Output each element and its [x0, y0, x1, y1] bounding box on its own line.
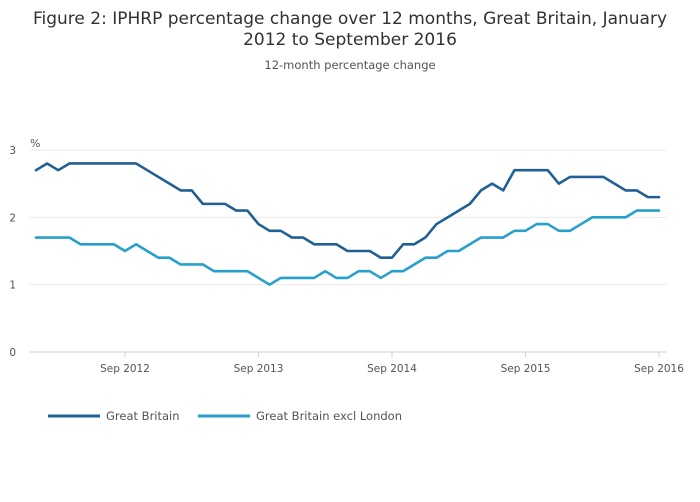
series-lines: [34, 162, 661, 286]
x-tick-label: Sep 2015: [501, 363, 551, 375]
series-line-2[interactable]: [34, 209, 661, 286]
y-tick-label: 0: [9, 347, 16, 359]
legend-label[interactable]: Great Britain: [106, 409, 180, 423]
y-tick-label: 3: [9, 145, 16, 157]
legend-label[interactable]: Great Britain excl London: [256, 409, 402, 423]
chart-title-line-1: Figure 2: IPHRP percentage change over 1…: [33, 9, 667, 29]
y-tick-label: 1: [9, 280, 16, 292]
x-tick-label: Sep 2012: [100, 363, 150, 375]
x-tick-label: Sep 2016: [634, 363, 684, 375]
chart-title-line-2: 2012 to September 2016: [243, 30, 457, 50]
series-line-1[interactable]: [34, 162, 661, 260]
x-tick-label: Sep 2013: [234, 363, 284, 375]
y-axis-unit-label: %: [30, 137, 40, 150]
y-axis: 0 1 2 3: [9, 145, 16, 359]
gridlines: [30, 149, 666, 353]
x-tick-label: Sep 2014: [367, 363, 417, 375]
y-tick-label: 2: [9, 212, 16, 224]
legend[interactable]: Great Britain Great Britain excl London: [48, 409, 402, 423]
chart-subtitle: 12-month percentage change: [264, 58, 435, 72]
x-axis: Sep 2012 Sep 2013 Sep 2014 Sep 2015 Sep 2016: [100, 352, 684, 375]
